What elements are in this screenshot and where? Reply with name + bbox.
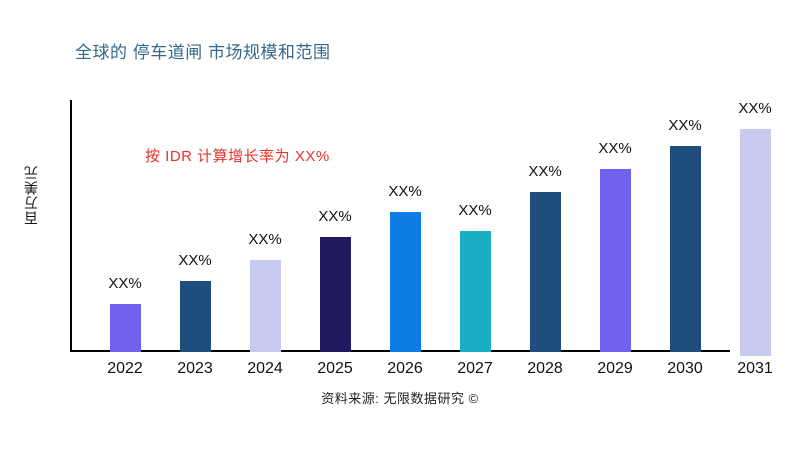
bar-value-label: XX%	[108, 275, 142, 292]
bar-group-2030: XX% 2030	[650, 100, 720, 377]
x-tick-label: 2029	[597, 360, 633, 377]
bar-2025	[319, 237, 351, 352]
bar-2023	[179, 281, 211, 352]
x-tick-label: 2023	[177, 360, 213, 377]
x-tick-label: 2025	[317, 360, 353, 377]
bar-value-label: XX%	[178, 252, 212, 269]
chart-title: 全球的 停车道闸 市场规模和范围	[75, 43, 331, 62]
source-caption: 资料来源: 无限数据研究 ©	[321, 391, 479, 406]
y-axis-label: 百万美元	[23, 165, 39, 225]
bar-group-2026: XX% 2026	[370, 100, 440, 377]
x-tick-label: 2027	[457, 360, 493, 377]
bars-container: XX% 2022 XX% 2023 XX% 2024 XX% 2025 XX% 2026 XX% 20…	[90, 100, 790, 377]
bar-group-2029: XX% 2029	[580, 100, 650, 377]
bar-value-label: XX%	[458, 202, 492, 219]
x-tick-label: 2031	[737, 360, 773, 377]
bar-2027	[459, 231, 491, 352]
x-tick-label: 2024	[247, 360, 283, 377]
bar-group-2031: XX% 2031	[720, 100, 790, 377]
x-tick-label: 2028	[527, 360, 563, 377]
bar-2031	[739, 129, 771, 356]
bar-group-2024: XX% 2024	[230, 100, 300, 377]
bar-group-2025: XX% 2025	[300, 100, 370, 377]
bar-2028	[529, 192, 561, 352]
bar-value-label: XX%	[248, 231, 282, 248]
bar-group-2028: XX% 2028	[510, 100, 580, 377]
bar-group-2023: XX% 2023	[160, 100, 230, 377]
bar-value-label: XX%	[318, 208, 352, 225]
bar-2022	[109, 304, 141, 352]
bar-2024	[249, 260, 281, 352]
y-axis-label-wrap: 百万美元	[22, 140, 40, 250]
y-axis-line	[70, 100, 72, 352]
bar-2029	[599, 169, 631, 352]
bar-2026	[389, 212, 421, 352]
plot-area: XX% 2022 XX% 2023 XX% 2024 XX% 2025 XX% 2026 XX% 20…	[70, 100, 790, 377]
bar-2030	[669, 146, 701, 352]
x-tick-label: 2022	[107, 360, 143, 377]
bar-group-2027: XX% 2027	[440, 100, 510, 377]
bar-value-label: XX%	[388, 183, 422, 200]
bar-value-label: XX%	[738, 100, 772, 117]
bar-group-2022: XX% 2022	[90, 100, 160, 377]
bar-value-label: XX%	[528, 163, 562, 180]
bar-value-label: XX%	[668, 117, 702, 134]
bar-value-label: XX%	[598, 140, 632, 157]
x-tick-label: 2030	[667, 360, 703, 377]
growth-rate-annotation: 按 IDR 计算增长率为 XX%	[145, 148, 330, 165]
x-tick-label: 2026	[387, 360, 423, 377]
